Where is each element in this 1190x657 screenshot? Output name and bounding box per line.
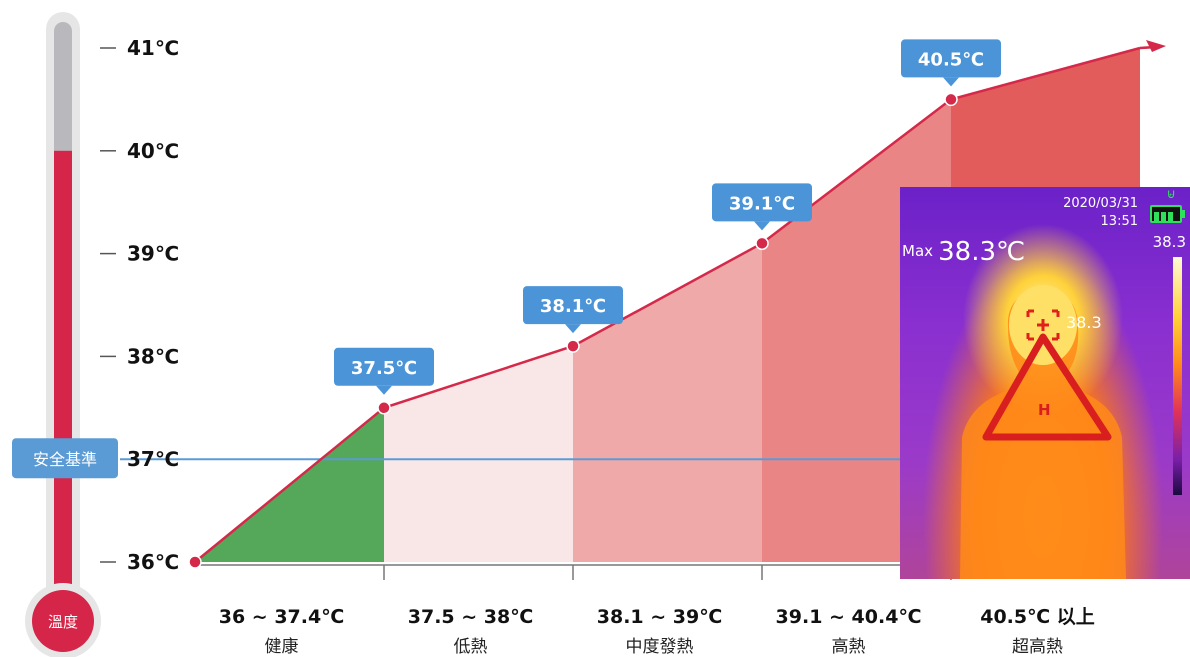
- range-status: 健康: [265, 637, 299, 657]
- safety-label: 安全基準: [33, 450, 97, 469]
- range-label: 38.1 ~ 39℃: [597, 606, 722, 628]
- range-label: 40.5℃ 以上: [980, 606, 1095, 628]
- arrow-head-icon: [1146, 40, 1166, 52]
- crosshair-icon: [1026, 309, 1060, 341]
- value-bubble: 40.5℃: [901, 39, 1001, 87]
- range-status: 低熱: [454, 637, 488, 657]
- safety-label-bg: [12, 438, 118, 479]
- data-point: [944, 92, 958, 107]
- data-point: [755, 236, 769, 251]
- range-label: 37.5 ~ 38℃: [408, 606, 533, 628]
- warning-triangle-icon: [982, 333, 1112, 441]
- range-status: 中度發熱: [626, 637, 694, 657]
- color-scale-bar: [1173, 257, 1182, 495]
- bubble-label: 39.1℃: [729, 193, 795, 214]
- bubble-label: 38.1℃: [540, 296, 606, 317]
- y-tick-label: 41℃: [127, 36, 179, 60]
- series-line-group: [188, 40, 1166, 569]
- data-point: [188, 555, 202, 569]
- wifi-icon: ⊌: [1166, 187, 1176, 202]
- data-point: [566, 339, 580, 353]
- safety-label-group: 安全基準: [12, 438, 118, 479]
- max-label: Max: [902, 242, 934, 260]
- range-labels: 36 ~ 37.4℃ 健康 37.5 ~ 38℃ 低熱 38.1 ~ 39℃ 中度發熱 39…: [219, 565, 1095, 657]
- max-temperature: Max 38.3℃: [902, 237, 1025, 267]
- value-bubble: 39.1℃: [712, 183, 812, 231]
- bubble-label: 37.5℃: [351, 358, 417, 379]
- y-tick-label: 37℃: [127, 447, 179, 471]
- bubble-label: 40.5℃: [918, 49, 984, 70]
- warning-letter: H: [1038, 401, 1051, 419]
- thermometer: 溫度: [25, 12, 101, 657]
- timestamp: 2020/03/31 13:51: [1063, 195, 1138, 231]
- range-label: 36 ~ 37.4℃: [219, 606, 344, 628]
- date-text: 2020/03/31: [1063, 196, 1138, 211]
- y-tick-label: 40℃: [127, 139, 179, 163]
- point-label-bubbles: 37.5℃ 38.1℃ 39.1℃ 40.5℃: [334, 39, 1001, 395]
- range-fill: [384, 346, 573, 562]
- thermometer-bulb: [32, 590, 94, 652]
- max-value: 38.3℃: [938, 237, 1026, 267]
- value-bubble: 37.5℃: [334, 347, 434, 395]
- thermal-camera-image: ⊌ 2020/03/31 13:51 Max 38.3℃ 38.3 H 38.3: [900, 187, 1190, 579]
- time-text: 13:51: [1100, 214, 1138, 229]
- thermometer-label: 溫度: [48, 613, 78, 631]
- y-axis-ticks: 36℃ 37℃ 38℃ 39℃ 40℃ 41℃: [100, 36, 179, 574]
- data-point: [377, 401, 391, 415]
- range-status: 高熱: [832, 637, 866, 657]
- y-tick-label: 38℃: [127, 344, 179, 368]
- range-label: 39.1 ~ 40.4℃: [776, 606, 922, 628]
- spot-value: 38.3: [1066, 313, 1102, 332]
- series-line: [194, 46, 1141, 563]
- arrow-shaft: [1139, 45, 1157, 50]
- battery-icon: [1150, 205, 1185, 223]
- y-tick-label: 39℃: [127, 242, 179, 266]
- scale-top-value: 38.3: [1152, 233, 1186, 251]
- y-tick-label: 36℃: [127, 550, 179, 574]
- thermal-overlay: H: [960, 285, 1126, 579]
- range-status: 超高熱: [1012, 637, 1063, 657]
- value-bubble: 38.1℃: [523, 286, 623, 334]
- thermometer-level: [54, 150, 72, 603]
